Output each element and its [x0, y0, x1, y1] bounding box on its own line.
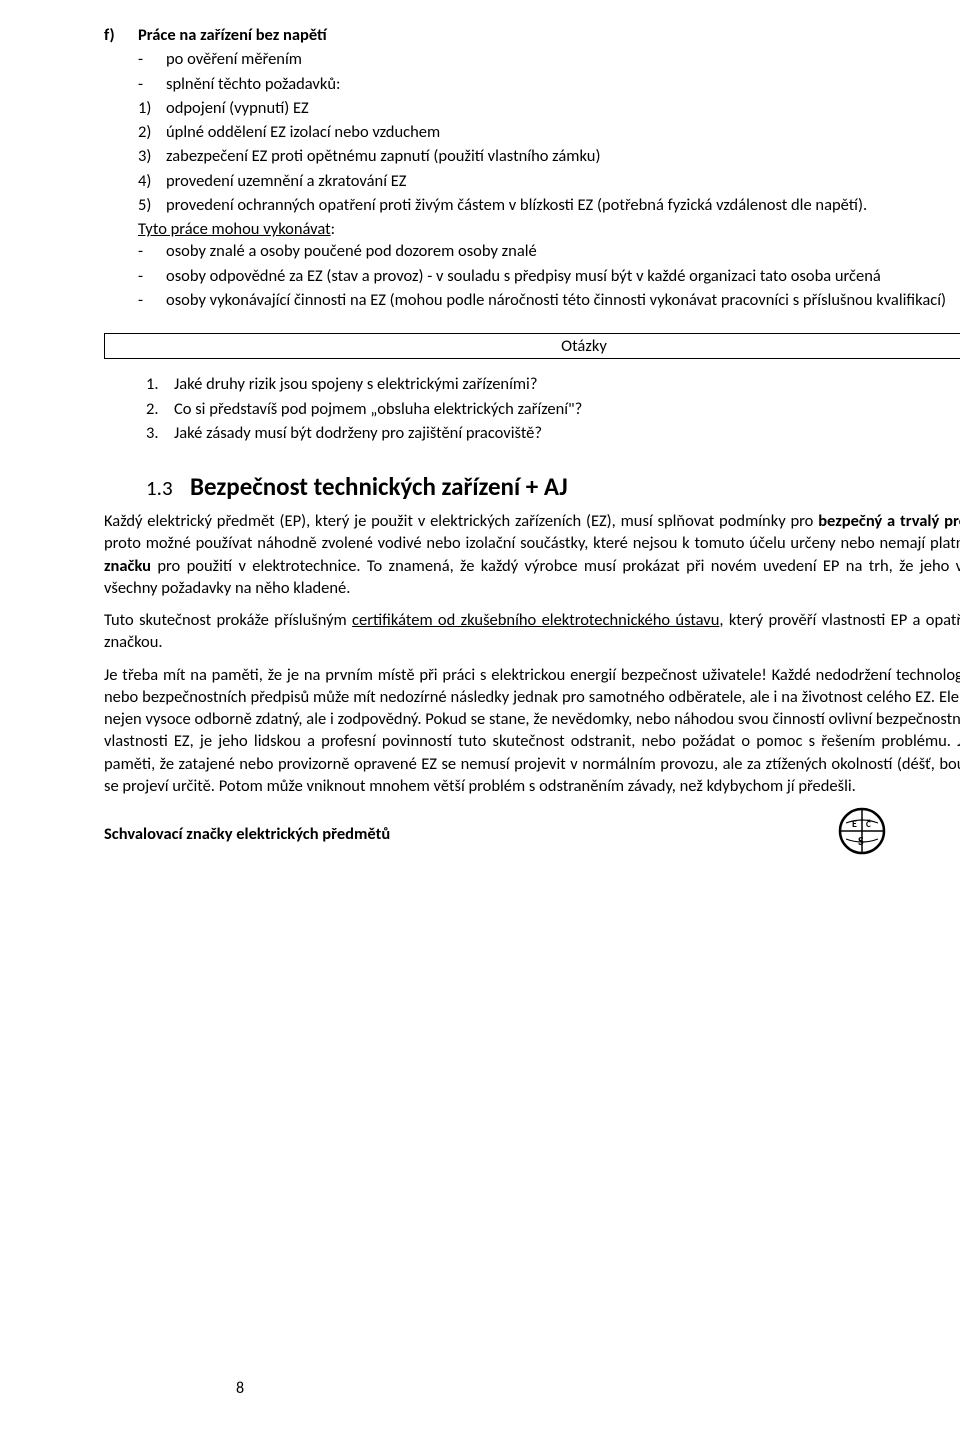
dash-marker: -	[138, 240, 166, 262]
para1-post: pro použití v elektrotechnice. To znamen…	[104, 556, 960, 598]
otazky-title: Otázky	[561, 336, 607, 356]
page-number: 8	[236, 1378, 244, 1400]
paragraph-2: Tuto skutečnost prokáže příslušným certi…	[104, 609, 960, 654]
num-text: úplné oddělení EZ izolací nebo vzduchem	[166, 121, 960, 143]
num-item: 3) zabezpečení EZ proti opětnému zapnutí…	[138, 145, 960, 167]
num-text: zabezpečení EZ proti opětnému zapnutí (p…	[166, 145, 960, 167]
section-f-header: f) Práce na zařízení bez napětí	[104, 24, 960, 46]
num-marker: 1)	[138, 97, 166, 119]
section-f-numbered-list: 1) odpojení (vypnutí) EZ 2) úplné odděle…	[138, 97, 960, 216]
num-text: provedení uzemnění a zkratování EZ	[166, 170, 960, 192]
para2-pre: Tuto skutečnost prokáže příslušným	[104, 610, 352, 630]
num-marker: 2)	[138, 121, 166, 143]
dash-text: osoby odpovědné za EZ (stav a provoz) - …	[166, 265, 960, 287]
para1-bold1: bezpečný a trvalý provoz v EZ	[818, 511, 960, 531]
num-marker: 4)	[138, 170, 166, 192]
marks-label: Schvalovací značky elektrických předmětů	[104, 823, 838, 845]
num-marker: 3)	[138, 145, 166, 167]
num-marker: 5)	[138, 194, 166, 216]
q-marker: 3.	[146, 422, 174, 444]
para1-pre: Každý elektrický předmět (EP), který je …	[104, 511, 818, 531]
dash-item: - po ověření měřením	[138, 48, 960, 70]
tyto-prace-label: Tyto práce mohou vykonávat	[138, 219, 331, 239]
q-marker: 2.	[146, 398, 174, 420]
dash-item: - osoby vykonávající činnosti na EZ (moh…	[138, 289, 960, 311]
dash-item: - splnění těchto požadavků:	[138, 73, 960, 95]
marks-icons: E Č S	[838, 807, 960, 861]
otazky-box: Otázky	[104, 333, 960, 359]
num-text: provedení ochranných opatření proti živý…	[166, 194, 960, 216]
q-text: Co si představíš pod pojmem „obsluha ele…	[174, 398, 582, 420]
q-marker: 1.	[146, 373, 174, 395]
tyto-prace-line: Tyto práce mohou vykonávat:	[138, 218, 960, 240]
num-item: 2) úplné oddělení EZ izolací nebo vzduch…	[138, 121, 960, 143]
q-item: 1. Jaké druhy rizik jsou spojeny s elekt…	[146, 373, 960, 395]
otazky-list: 1. Jaké druhy rizik jsou spojeny s elekt…	[146, 373, 960, 444]
q-item: 3. Jaké zásady musí být dodrženy pro zaj…	[146, 422, 960, 444]
num-item: 5) provedení ochranných opatření proti ž…	[138, 194, 960, 216]
section-f-dash-list: - po ověření měřením - splnění těchto po…	[138, 48, 960, 95]
q-text: Jaké zásady musí být dodrženy pro zajišt…	[174, 422, 542, 444]
osoby-list: - osoby znalé a osoby poučené pod dozore…	[138, 240, 960, 311]
dash-marker: -	[138, 289, 166, 311]
marks-row: Schvalovací značky elektrických předmětů…	[104, 807, 960, 861]
dash-marker: -	[138, 73, 166, 95]
paragraph-3: Je třeba mít na paměti, že je na prvním …	[104, 664, 960, 798]
tyto-prace-colon: :	[331, 219, 335, 239]
num-item: 1) odpojení (vypnutí) EZ	[138, 97, 960, 119]
q-text: Jaké druhy rizik jsou spojeny s elektric…	[174, 373, 537, 395]
heading-text: Bezpečnost technických zařízení + AJ	[190, 470, 568, 504]
dash-item: - osoby znalé a osoby poučené pod dozore…	[138, 240, 960, 262]
num-text: odpojení (vypnutí) EZ	[166, 97, 960, 119]
num-item: 4) provedení uzemnění a zkratování EZ	[138, 170, 960, 192]
dash-text: osoby znalé a osoby poučené pod dozorem …	[166, 240, 960, 262]
dash-text: splnění těchto požadavků:	[166, 73, 340, 95]
heading-number: 1.3	[146, 474, 190, 502]
dash-text: po ověření měřením	[166, 48, 302, 70]
dash-text: osoby vykonávající činnosti na EZ (mohou…	[166, 289, 960, 311]
dash-item: - osoby odpovědné za EZ (stav a provoz) …	[138, 265, 960, 287]
dash-marker: -	[138, 48, 166, 70]
section-heading: 1.3 Bezpečnost technických zařízení + AJ	[146, 470, 960, 504]
section-f-title: Práce na zařízení bez napětí	[138, 24, 327, 46]
paragraph-1: Každý elektrický předmět (EP), který je …	[104, 510, 960, 599]
svg-text:E: E	[852, 817, 857, 830]
section-f-marker: f)	[104, 24, 138, 46]
esc-mark-icon: E Č S	[838, 807, 886, 861]
dash-marker: -	[138, 265, 166, 287]
q-item: 2. Co si představíš pod pojmem „obsluha …	[146, 398, 960, 420]
para2-underline: certifikátem od zkušebního elektrotechni…	[352, 610, 719, 630]
